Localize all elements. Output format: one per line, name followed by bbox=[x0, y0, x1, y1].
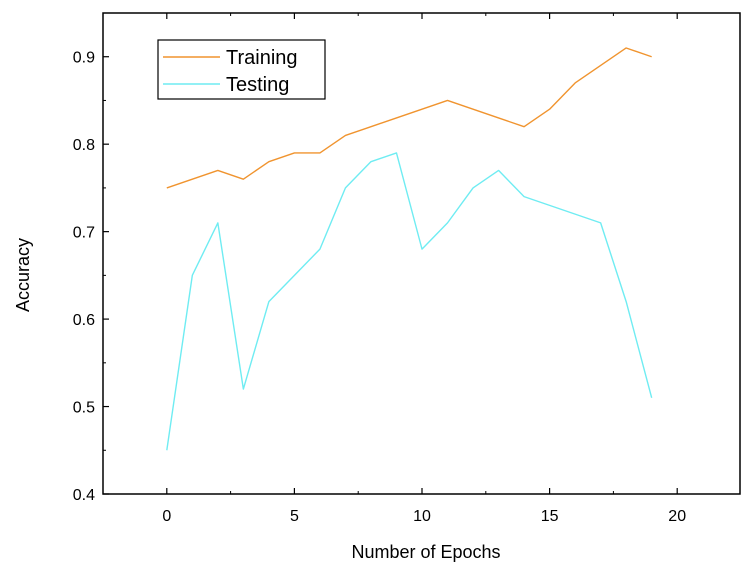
y-tick-label: 0.5 bbox=[73, 400, 95, 417]
axes-layer: 0 5 10 15 20 0.4 0.5 0.6 0.7 0.8 0.9 bbox=[73, 12, 741, 525]
y-tick-label: 0.9 bbox=[73, 50, 95, 67]
series-line-training bbox=[166, 47, 652, 189]
x-axis-label: Number of Epochs bbox=[351, 542, 500, 562]
y-tick-label: 0.4 bbox=[73, 487, 95, 504]
legend-box bbox=[157, 39, 326, 100]
series-line-testing bbox=[166, 152, 653, 451]
y-tick-label: 0.8 bbox=[73, 137, 95, 154]
legend-label-testing: Testing bbox=[226, 74, 289, 96]
series-layer bbox=[166, 47, 653, 451]
x-tick-label: 20 bbox=[668, 508, 686, 525]
y-tick-label: 0.7 bbox=[73, 225, 95, 242]
legend-label-training: Training bbox=[226, 47, 298, 69]
x-tick-label: 0 bbox=[162, 508, 171, 525]
x-tick-label: 15 bbox=[541, 508, 559, 525]
y-tick-label: 0.6 bbox=[73, 312, 95, 329]
x-tick-label: 5 bbox=[290, 508, 299, 525]
y-axis-label: Accuracy bbox=[13, 238, 33, 312]
x-tick-label: 10 bbox=[413, 508, 431, 525]
legend: Training Testing bbox=[157, 39, 326, 100]
